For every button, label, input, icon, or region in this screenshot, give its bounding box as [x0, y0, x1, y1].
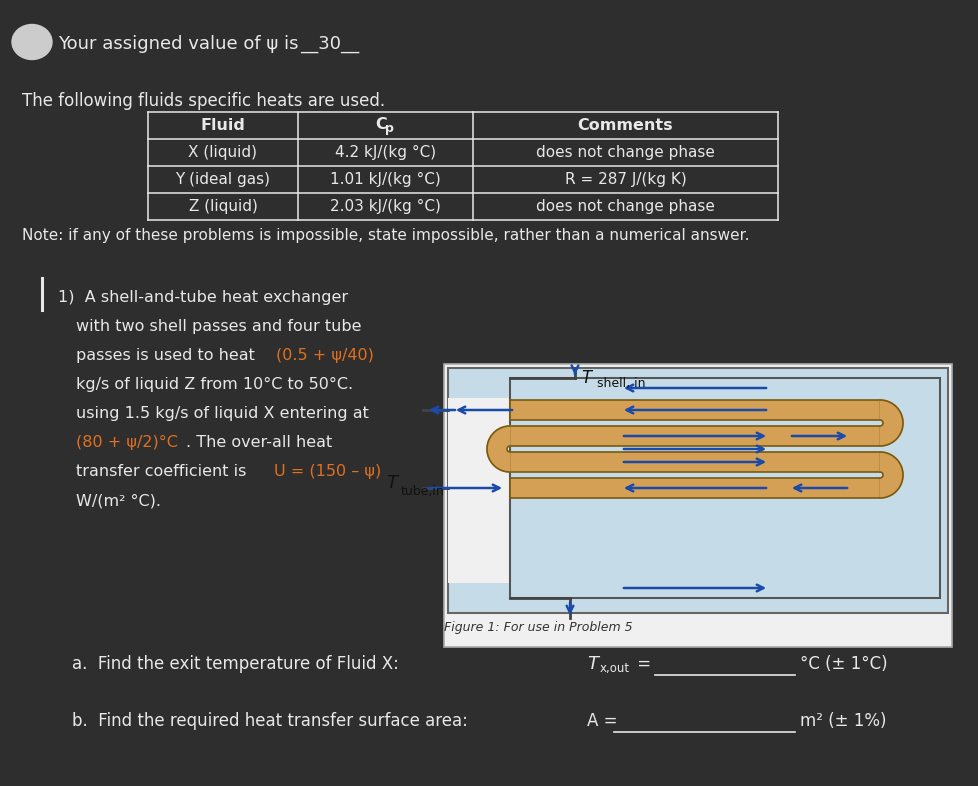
Bar [510, 426, 879, 446]
Text: (0.5 + ψ/40): (0.5 + ψ/40) [276, 348, 374, 363]
Text: The following fluids specific heats are used.: The following fluids specific heats are … [22, 92, 384, 110]
Text: does not change phase: does not change phase [536, 199, 714, 214]
Text: with two shell passes and four tube: with two shell passes and four tube [76, 319, 361, 334]
Text: tube,in: tube,in [401, 484, 444, 498]
Text: . The over-all heat: . The over-all heat [186, 435, 332, 450]
Text: 1)  A shell-and-tube heat exchanger: 1) A shell-and-tube heat exchanger [58, 290, 348, 305]
Text: (80 + ψ/2)°C: (80 + ψ/2)°C [76, 435, 178, 450]
Text: W/(m² °C).: W/(m² °C). [76, 493, 160, 508]
Text: x,out: x,out [600, 662, 630, 675]
Bar [510, 378, 939, 598]
Bar [510, 452, 879, 472]
Bar [448, 368, 947, 613]
Polygon shape [879, 452, 902, 498]
Text: 1.01 kJ/(kg °C): 1.01 kJ/(kg °C) [330, 172, 440, 187]
Text: U = (150 – ψ): U = (150 – ψ) [274, 464, 380, 479]
Bar [510, 478, 879, 498]
Text: C: C [376, 117, 387, 132]
Text: T: T [580, 369, 591, 387]
Text: 2.03 kJ/(kg °C): 2.03 kJ/(kg °C) [330, 199, 440, 214]
Text: 4.2 kJ/(kg °C): 4.2 kJ/(kg °C) [334, 145, 435, 160]
Text: T: T [587, 655, 598, 673]
Text: using 1.5 kg/s of liquid X entering at: using 1.5 kg/s of liquid X entering at [76, 406, 369, 421]
Text: b.  Find the required heat transfer surface area:: b. Find the required heat transfer surfa… [72, 712, 467, 730]
Text: °C (± 1°C): °C (± 1°C) [799, 655, 887, 673]
Text: __30__: __30__ [299, 35, 359, 53]
Text: does not change phase: does not change phase [536, 145, 714, 160]
Polygon shape [486, 426, 510, 472]
Text: Fluid: Fluid [200, 118, 245, 133]
Text: p: p [384, 122, 393, 135]
Text: Your assigned value of ψ is: Your assigned value of ψ is [58, 35, 298, 53]
Bar [448, 398, 510, 583]
Text: transfer coefficient is: transfer coefficient is [76, 464, 251, 479]
Bar [444, 364, 951, 647]
Text: Figure 1: For use in Problem 5: Figure 1: For use in Problem 5 [444, 621, 632, 634]
Text: R = 287 J/(kg K): R = 287 J/(kg K) [564, 172, 686, 187]
Text: kg/s of liquid Z from 10°C to 50°C.: kg/s of liquid Z from 10°C to 50°C. [76, 377, 353, 392]
Polygon shape [879, 400, 902, 446]
Text: passes is used to heat: passes is used to heat [76, 348, 260, 363]
Text: a.  Find the exit temperature of Fluid X:: a. Find the exit temperature of Fluid X: [72, 655, 398, 673]
Text: Note: if any of these problems is impossible, state impossible, rather than a nu: Note: if any of these problems is imposs… [22, 228, 749, 243]
Text: A =: A = [587, 712, 617, 730]
Text: m² (± 1%): m² (± 1%) [799, 712, 886, 730]
Text: Y (ideal gas): Y (ideal gas) [175, 172, 270, 187]
Bar [510, 400, 879, 420]
Text: Z (liquid): Z (liquid) [189, 199, 257, 214]
Ellipse shape [12, 24, 52, 60]
Text: shell, in: shell, in [593, 376, 645, 390]
Text: T: T [385, 474, 397, 492]
Text: =: = [632, 655, 650, 673]
Text: Comments: Comments [577, 118, 673, 133]
Text: X (liquid): X (liquid) [189, 145, 257, 160]
